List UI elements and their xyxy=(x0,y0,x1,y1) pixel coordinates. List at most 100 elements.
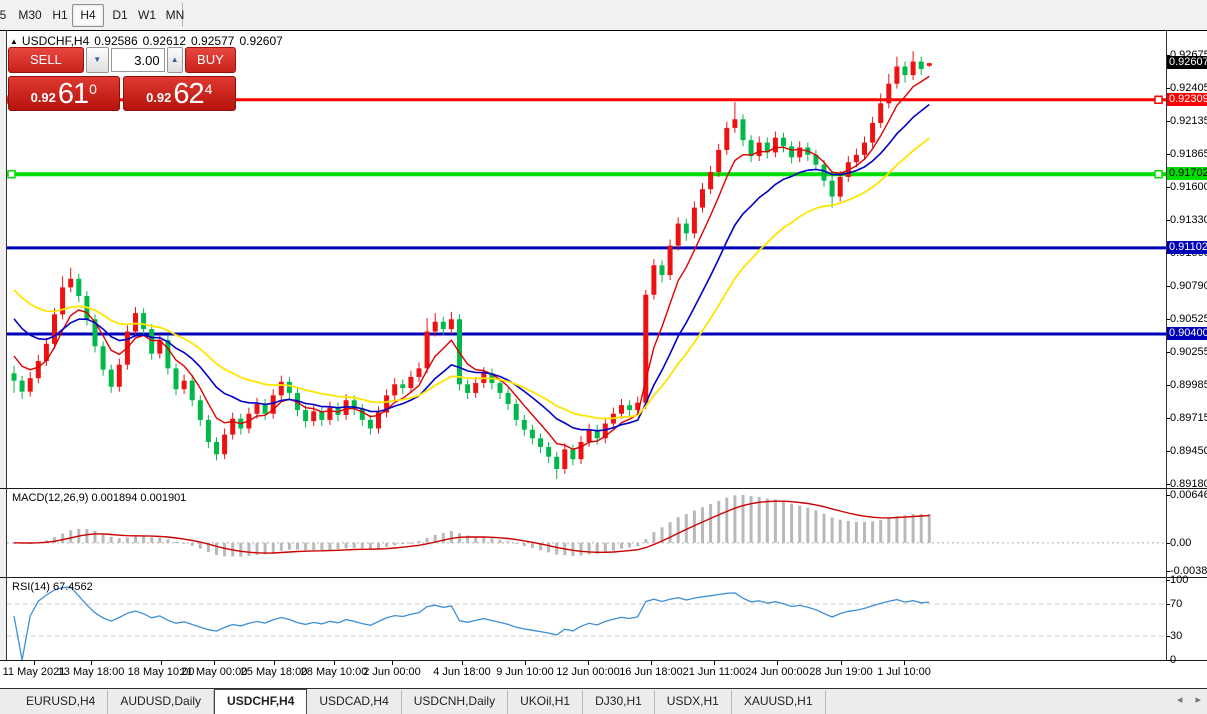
price-tick-mark xyxy=(1166,418,1170,420)
buy-button[interactable]: BUY xyxy=(184,47,236,73)
sell-price-main: 61 xyxy=(57,78,89,110)
hline-handle[interactable] xyxy=(1154,95,1163,105)
macd-values: 0.001894 0.001901 xyxy=(91,492,187,504)
candlesticks xyxy=(11,51,932,479)
date-tick-mark xyxy=(904,661,905,665)
chart-left-border xyxy=(6,31,7,661)
volume-increase-button[interactable]: ▲ xyxy=(166,47,183,73)
tab-eurusd-h4[interactable]: EURUSD,H4 xyxy=(14,690,109,714)
main-price-chart xyxy=(7,51,1166,479)
xaxis-separator xyxy=(0,660,1207,661)
price-tick-mark xyxy=(1166,87,1170,89)
ma-line-medium xyxy=(13,103,930,432)
rsi-separator[interactable] xyxy=(0,577,1207,578)
price-tick-label: 0.92135 xyxy=(1170,115,1207,128)
chart-window-top-border xyxy=(0,30,1207,31)
chart-ohlc-header: ▲ USDCHF,H4 0.92586 0.92612 0.92577 0.92607 xyxy=(10,34,288,48)
tab-usdcad-h4[interactable]: USDCAD,H4 xyxy=(307,690,402,714)
ohlc-low: 0.92577 xyxy=(191,34,235,48)
price-tick-mark xyxy=(1166,450,1170,452)
date-label: 16 Jun 18:00 xyxy=(619,666,683,678)
rsi-axis-label: 30 xyxy=(1170,630,1183,642)
tab-usdx-h1[interactable]: USDX,H1 xyxy=(655,690,732,714)
hline-handle[interactable] xyxy=(7,169,16,179)
date-label: 21 May 00:00 xyxy=(180,666,248,678)
tab-scroll-right-icon[interactable]: ▸ xyxy=(1195,694,1201,706)
buy-price-main: 62 xyxy=(173,78,204,110)
volume-input[interactable] xyxy=(110,48,165,72)
tab-xauusd-h1[interactable]: XAUUSD,H1 xyxy=(732,690,826,714)
date-label: 12 Jun 00:00 xyxy=(556,666,620,678)
date-label: 28 Jun 19:00 xyxy=(809,666,873,678)
timeframe-button-d1[interactable]: D1 xyxy=(112,8,128,22)
chart-tab-bar: EURUSD,H4 AUDUSD,Daily USDCHF,H4 USDCAD,H4 U… xyxy=(0,688,1207,714)
timeframe-button-h1[interactable]: H1 xyxy=(52,8,68,22)
tab-usdcnh-daily[interactable]: USDCNH,Daily xyxy=(402,690,509,714)
sell-button[interactable]: SELL xyxy=(8,47,84,73)
tab-dj30-h1[interactable]: DJ30,H1 xyxy=(583,690,655,714)
ma-line-fast xyxy=(13,75,930,450)
tab-scroll-nav: ◂ ▸ xyxy=(1167,693,1201,706)
rsi-tick-mark xyxy=(1166,660,1170,661)
current-price-flag: 0.92607 xyxy=(1167,56,1207,70)
chevron-up-icon: ▲ xyxy=(170,55,179,64)
price-tick-mark xyxy=(1166,384,1170,386)
tab-ukoil-h1[interactable]: UKOil,H1 xyxy=(508,690,584,714)
timeframe-button-h4[interactable]: H4 xyxy=(72,4,104,27)
date-label: 13 May 18:00 xyxy=(57,666,125,678)
price-tick-mark xyxy=(1166,483,1170,485)
collapse-panel-icon[interactable]: ▲ xyxy=(10,37,18,46)
hline-handle[interactable] xyxy=(1154,169,1163,179)
price-tick-mark xyxy=(1166,219,1170,221)
price-tick-label: 0.91865 xyxy=(1170,148,1207,161)
date-tick-mark xyxy=(34,661,35,665)
macd-separator[interactable] xyxy=(0,488,1207,489)
date-tick-mark xyxy=(714,661,715,665)
date-tick-mark xyxy=(588,661,589,665)
timeframe-button-m30[interactable]: M30 xyxy=(18,8,42,22)
rsi-title: RSI(14) xyxy=(12,581,50,593)
price-tick-mark xyxy=(1166,186,1170,188)
timeframe-button-w1[interactable]: W1 xyxy=(138,8,156,22)
trade-prices-row: 0.92 61 0 0.92 62 4 xyxy=(8,76,236,111)
tab-scroll-left-icon[interactable]: ◂ xyxy=(1176,694,1183,706)
toolbar-separator xyxy=(182,3,183,27)
price-tick-mark xyxy=(1166,121,1170,123)
rsi-panel-bg xyxy=(7,578,1166,660)
date-label: 11 May 2021 xyxy=(2,666,66,678)
hline-price-flag: 0.92309 xyxy=(1167,92,1207,106)
price-tick-mark xyxy=(1166,351,1170,353)
macd-label: MACD(12,26,9) 0.001894 0.001901 xyxy=(12,492,186,504)
rsi-axis-label: 100 xyxy=(1170,574,1189,586)
hline-price-flag: 0.90400 xyxy=(1167,327,1207,340)
sell-price-prefix: 0.92 xyxy=(30,90,56,105)
macd-title: MACD(12,26,9) xyxy=(12,492,89,504)
chart-symbol-label: USDCHF,H4 xyxy=(21,34,90,48)
macd-indicator-chart xyxy=(7,495,1166,557)
ohlc-open: 0.92586 xyxy=(94,34,138,48)
date-label: 9 Jun 10:00 xyxy=(496,666,554,678)
sell-price-display[interactable]: 0.92 61 0 xyxy=(8,76,120,111)
date-tick-mark xyxy=(651,661,652,665)
macd-tick-mark xyxy=(1166,495,1170,496)
one-click-trading-panel: SELL ▼ ▲ BUY 0.92 61 0 0.92 62 4 xyxy=(8,47,236,111)
rsi-label: RSI(14) 67.4562 xyxy=(12,581,93,593)
volume-decrease-button[interactable]: ▼ xyxy=(85,47,109,73)
price-tick-label: 0.90525 xyxy=(1170,312,1207,325)
rsi-axis-label: 70 xyxy=(1170,598,1183,610)
timeframe-button-5[interactable]: 5 xyxy=(0,8,7,22)
ohlc-close: 0.92607 xyxy=(239,34,283,48)
chevron-down-icon: ▼ xyxy=(93,55,102,64)
date-tick-mark xyxy=(462,661,463,665)
date-tick-mark xyxy=(841,661,842,665)
timeframe-button-mn[interactable]: MN xyxy=(165,8,185,22)
tab-audusd-daily[interactable]: AUDUSD,Daily xyxy=(108,690,215,714)
rsi-value: 67.4562 xyxy=(52,581,93,593)
rsi-tick-mark xyxy=(1166,636,1170,637)
ohlc-high: 0.92612 xyxy=(142,34,187,48)
buy-price-display[interactable]: 0.92 62 4 xyxy=(122,76,236,111)
price-tick-label: 0.89715 xyxy=(1170,412,1207,425)
date-label: 24 Jun 00:00 xyxy=(745,666,809,678)
price-axis-border xyxy=(1166,31,1167,661)
tab-usdchf-h4[interactable]: USDCHF,H4 xyxy=(214,689,308,714)
